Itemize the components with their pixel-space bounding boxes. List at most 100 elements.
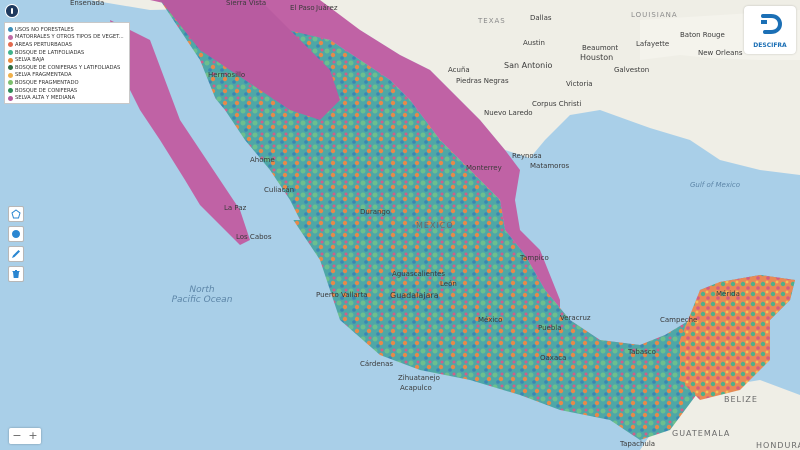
label-mexico: MEXICO bbox=[416, 221, 454, 230]
circle-icon bbox=[12, 230, 20, 238]
label-durango: Durango bbox=[360, 208, 390, 216]
label-belize: BELIZE bbox=[724, 395, 758, 404]
label-los-cabos: Los Cabos bbox=[236, 233, 272, 241]
usa-landmass bbox=[0, 0, 800, 175]
label-veracruz: Veracruz bbox=[560, 314, 591, 322]
label-merida: Mérida bbox=[716, 290, 740, 298]
label-honduras: HONDURAS bbox=[756, 441, 800, 450]
legend-item: SELVA FRAGMENTADA bbox=[8, 72, 126, 80]
label-lafayette: Lafayette bbox=[636, 40, 669, 48]
legend-label: SELVA BAJA bbox=[15, 57, 45, 64]
legend-item: AREAS PERTURBADAS bbox=[8, 41, 126, 49]
zoom-control: − + bbox=[9, 428, 41, 444]
legend-label: AREAS PERTURBADAS bbox=[15, 41, 72, 48]
legend-item: SELVA ALTA Y MEDIANA bbox=[8, 94, 126, 102]
legend-item: USOS NO FORESTALES bbox=[8, 26, 126, 34]
label-guadalajara: Guadalajara bbox=[390, 291, 439, 300]
label-san-antonio: San Antonio bbox=[504, 61, 552, 70]
label-louisiana: LOUISIANA bbox=[631, 11, 678, 19]
label-victoria: Victoria bbox=[566, 80, 593, 88]
label-hermosillo: Hermosillo bbox=[208, 71, 245, 79]
legend-dot bbox=[8, 65, 13, 71]
delete-shape-button[interactable] bbox=[8, 266, 24, 282]
label-galveston: Galveston bbox=[614, 66, 649, 74]
legend-item: BOSQUE FRAGMENTADO bbox=[8, 79, 126, 87]
label-acuna: Acuña bbox=[448, 66, 470, 74]
logo-mark-icon bbox=[761, 14, 783, 34]
legend-panel: USOS NO FORESTALES MATORRALES Y OTROS TI… bbox=[4, 22, 130, 104]
legend-label: BOSQUE DE CONIFERAS bbox=[15, 87, 78, 94]
draw-toolbar bbox=[8, 206, 24, 286]
legend-label: USOS NO FORESTALES bbox=[15, 26, 74, 33]
legend-dot bbox=[8, 34, 13, 40]
legend-label: MATORRALES Y OTROS TIPOS DE VEGET... bbox=[15, 34, 124, 41]
layer-info-button[interactable] bbox=[5, 4, 19, 18]
label-leon: León bbox=[440, 280, 457, 288]
legend-dot bbox=[8, 57, 13, 63]
legend-item: BOSQUE DE LATIFOLIADAS bbox=[8, 49, 126, 57]
legend-label: SELVA ALTA Y MEDIANA bbox=[15, 95, 76, 102]
legend-label: BOSQUE DE CONIFERAS Y LATIFOLIADAS bbox=[15, 64, 121, 71]
label-cardenas: Cárdenas bbox=[360, 360, 393, 368]
polygon-icon bbox=[11, 209, 21, 219]
label-north-pacific-ocean: North Pacific Ocean bbox=[172, 285, 233, 305]
label-acapulco: Acapulco bbox=[400, 384, 432, 392]
info-icon bbox=[11, 8, 13, 14]
label-campeche: Campeche bbox=[660, 316, 697, 324]
label-puebla: Puebla bbox=[538, 324, 562, 332]
label-ensenada: Ensenada bbox=[70, 0, 104, 7]
legend-item: SELVA BAJA bbox=[8, 56, 126, 64]
pencil-icon bbox=[12, 250, 20, 258]
label-el-paso: El Paso bbox=[290, 4, 315, 12]
label-piedras-negras: Piedras Negras bbox=[456, 77, 509, 85]
label-beaumont: Beaumont bbox=[582, 44, 618, 52]
label-ahome: Ahome bbox=[250, 156, 275, 164]
label-tabasco: Tabasco bbox=[627, 348, 656, 356]
legend-dot bbox=[8, 80, 13, 86]
zoom-in-button[interactable]: + bbox=[28, 429, 38, 442]
central-america-landmass bbox=[640, 380, 800, 450]
label-sierra-vista: Sierra Vista bbox=[226, 0, 266, 7]
label-la-paz: La Paz bbox=[224, 204, 247, 212]
legend-dot bbox=[8, 42, 13, 48]
legend-item: BOSQUE DE CONIFERAS bbox=[8, 87, 126, 95]
legend-label: BOSQUE DE LATIFOLIADAS bbox=[15, 49, 85, 56]
legend-item: BOSQUE DE CONIFERAS Y LATIFOLIADAS bbox=[8, 64, 126, 72]
label-oaxaca: Oaxaca bbox=[540, 354, 566, 362]
draw-circle-button[interactable] bbox=[8, 226, 24, 242]
legend-dot bbox=[8, 72, 13, 78]
legend-dot bbox=[8, 50, 13, 56]
label-reynosa: Reynosa bbox=[512, 152, 542, 160]
label-houston: Houston bbox=[580, 53, 613, 62]
logo-text: DESCIFRA bbox=[753, 42, 787, 49]
edit-shape-button[interactable] bbox=[8, 246, 24, 262]
draw-polygon-button[interactable] bbox=[8, 206, 24, 222]
zoom-out-button[interactable]: − bbox=[12, 429, 22, 442]
legend-dot bbox=[8, 95, 13, 101]
label-dallas: Dallas bbox=[530, 14, 552, 22]
label-matamoros: Matamoros bbox=[530, 162, 569, 170]
label-aguascalientes: Aguascalientes bbox=[392, 270, 445, 278]
label-corpus-christi: Corpus Christi bbox=[532, 100, 581, 108]
label-culiacan: Culiacán bbox=[264, 186, 294, 194]
label-mexico-city: México bbox=[478, 316, 502, 324]
label-juarez: Juárez bbox=[315, 4, 338, 12]
label-tampico: Tampico bbox=[519, 254, 549, 262]
legend-label: BOSQUE FRAGMENTADO bbox=[15, 79, 79, 86]
label-texas: TEXAS bbox=[477, 17, 506, 25]
label-nuevo-laredo: Nuevo Laredo bbox=[484, 109, 533, 117]
brand-logo: DESCIFRA bbox=[744, 6, 796, 54]
label-monterrey: Monterrey bbox=[466, 164, 502, 172]
gulf-of-california bbox=[175, 60, 300, 220]
label-austin: Austin bbox=[523, 39, 545, 47]
label-baton-rouge: Baton Rouge bbox=[680, 31, 725, 39]
label-zihuatanejo: Zihuatanejo bbox=[398, 374, 440, 382]
legend-item: MATORRALES Y OTROS TIPOS DE VEGET... bbox=[8, 34, 126, 42]
vegetation-layer-sonora bbox=[160, 0, 340, 120]
legend-dot bbox=[8, 27, 13, 33]
label-new-orleans: New Orleans bbox=[698, 49, 743, 57]
label-gulf-of-mexico: Gulf of Mexico bbox=[690, 181, 740, 189]
trash-icon bbox=[12, 270, 20, 278]
legend-label: SELVA FRAGMENTADA bbox=[15, 72, 72, 79]
